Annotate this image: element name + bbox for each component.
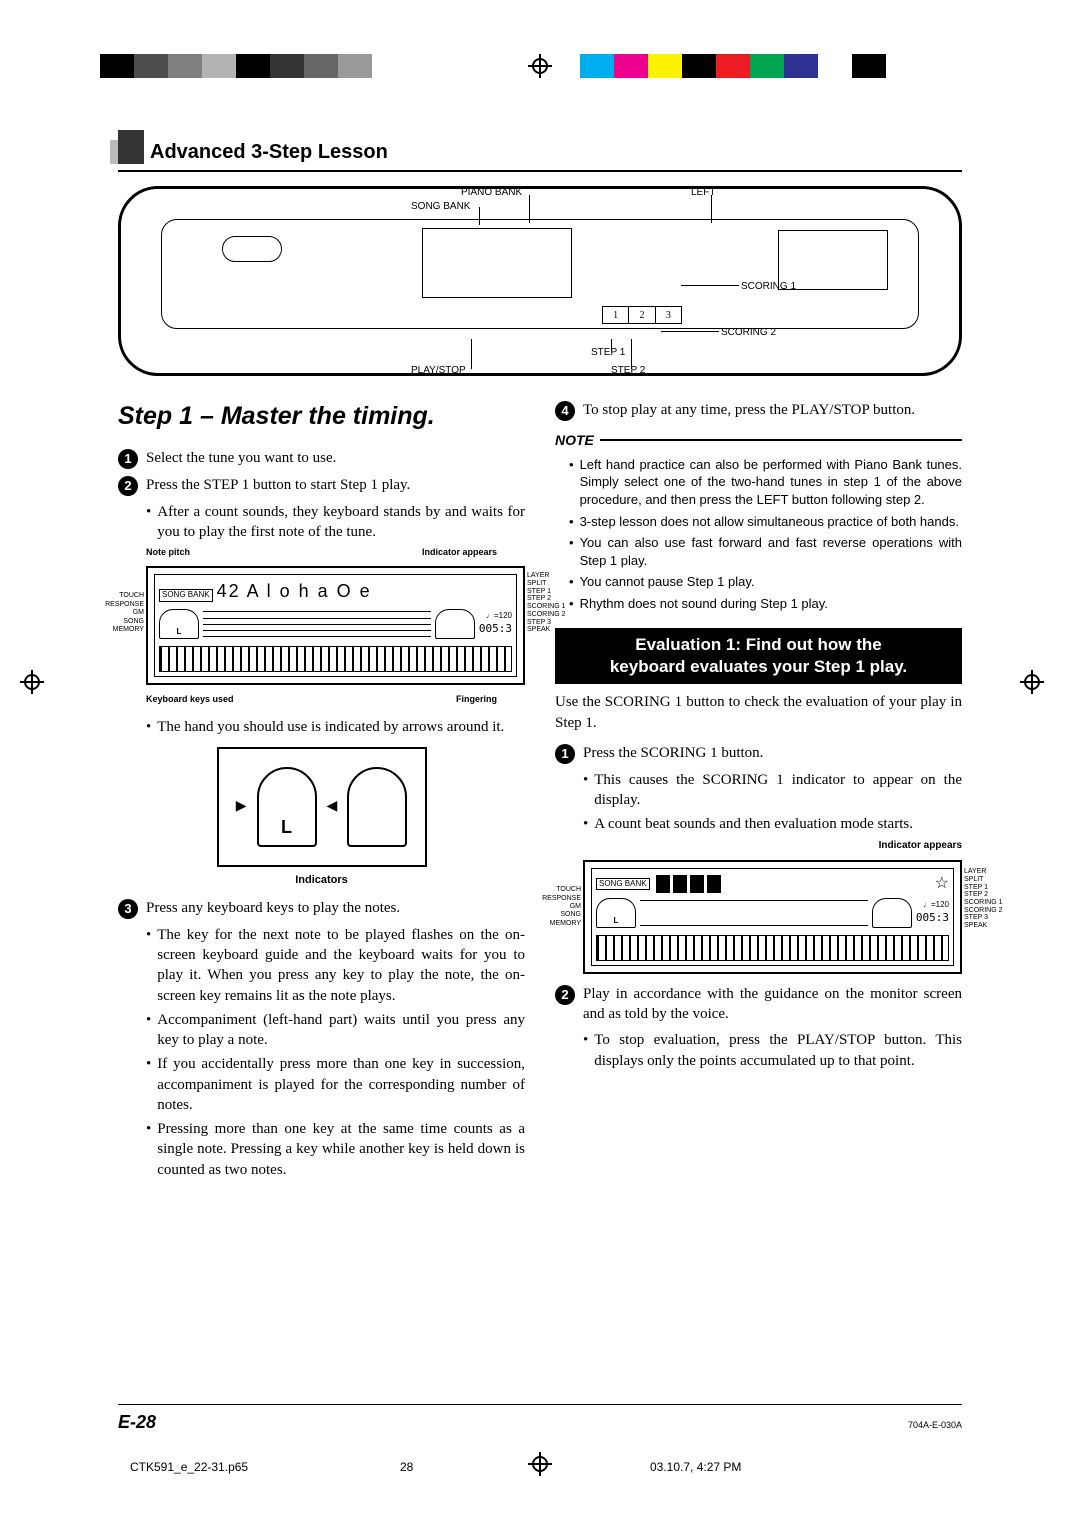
arrow-icon: ▶ (236, 798, 247, 817)
label-keyboard-keys: Keyboard keys used (146, 693, 456, 705)
bar-segments (656, 875, 721, 893)
step1-item3: 3 Press any keyboard keys to play the no… (118, 898, 525, 919)
left-hand-icon: L (257, 767, 317, 847)
circled-number-4: 4 (555, 401, 575, 421)
header-decor-block (118, 130, 144, 164)
step-buttons: 1 2 3 (602, 306, 682, 324)
note-rule (600, 439, 962, 441)
page-number: E-28 (118, 1412, 156, 1433)
eval-item1-bullet2: A count beat sounds and then evaluation … (583, 814, 962, 834)
lcd-display-2: TOUCH RESPONSE GM SONG MEMORY LAYER SPLI… (583, 860, 962, 974)
eval-item1: 1 Press the SCORING 1 button. (555, 743, 962, 764)
circled-number-3: 3 (118, 899, 138, 919)
lcd-bank-label: SONG BANK (159, 589, 213, 602)
lcd-tempo: ♩=120005:3 (479, 611, 512, 637)
display-bottom-labels: Keyboard keys used Fingering (146, 693, 497, 705)
registration-mark-top (528, 54, 552, 78)
step1-heading: Step 1 – Master the timing. (118, 400, 525, 434)
eval-item2: 2 Play in accordance with the guidance o… (555, 984, 962, 1025)
left-column: Step 1 – Master the timing. 1 Select the… (118, 400, 525, 1184)
lcd-panel-placeholder (422, 228, 572, 298)
eval-item2-bullet1: To stop evaluation, press the PLAY/STOP … (583, 1030, 962, 1071)
page-content: Advanced 3-Step Lesson PIANO BANK SONG B… (118, 130, 962, 1184)
circled-number-1: 1 (555, 744, 575, 764)
lcd2-left-labels: TOUCH RESPONSE GM SONG MEMORY (537, 886, 581, 928)
note-bullet-1: Left hand practice can also be performed… (569, 456, 962, 509)
lcd-left-labels: TOUCH RESPONSE GM SONG MEMORY (100, 592, 144, 634)
note-bullet-4: You cannot pause Step 1 play. (569, 573, 962, 591)
display-top-labels: Note pitch Indicator appears (146, 546, 497, 558)
step1-item1: 1 Select the tune you want to use. (118, 448, 525, 469)
footer-filename: CTK591_e_22-31.p65 (130, 1460, 248, 1474)
keypad-placeholder (778, 230, 888, 290)
lcd-right-labels: LAYER SPLIT STEP 1 STEP 2 SCORING 1 SCOR… (527, 572, 573, 634)
staff-icon (203, 611, 431, 637)
step1-item3-bullet3: If you accidentally press more than one … (146, 1054, 525, 1115)
label-fingering: Fingering (456, 693, 497, 705)
note-label: NOTE (555, 431, 594, 450)
keyboard-panel: 1 2 3 (161, 219, 919, 329)
step1-item3-bullet2: Accompaniment (left-hand part) waits unt… (146, 1010, 525, 1051)
label-song-bank: SONG BANK (411, 201, 470, 212)
button-placeholder-1 (222, 236, 282, 262)
label-step2: STEP 2 (611, 365, 645, 376)
lcd2-right-labels: LAYER SPLIT STEP 1 STEP 2 SCORING 1 SCOR… (964, 868, 1010, 930)
step1-item3-bullet4: Pressing more than one key at the same t… (146, 1119, 525, 1180)
arrow-icon: ◀ (327, 798, 338, 817)
evaluation-heading: Evaluation 1: Find out how the keyboard … (555, 628, 962, 684)
hand-icon-left: L (596, 898, 636, 928)
lcd-keyboard-strip (159, 646, 512, 672)
label-indicator-appears: Indicator appears (422, 546, 497, 558)
lcd2-bank-label: SONG BANK (596, 878, 650, 891)
label-piano-bank: PIANO BANK (461, 187, 522, 198)
footer-datetime: 03.10.7, 4:27 PM (650, 1460, 741, 1474)
hand-icon-right (435, 609, 475, 639)
note-bullet-5: Rhythm does not sound during Step 1 play… (569, 595, 962, 613)
hands-caption: Indicators (118, 873, 525, 888)
circled-number-1: 1 (118, 449, 138, 469)
section-title: Advanced 3-Step Lesson (150, 141, 388, 164)
right-column: 4 To stop play at any time, press the PL… (555, 400, 962, 1184)
hand-indicator-bullet: The hand you should use is indicated by … (146, 717, 525, 737)
step1-item2-bullet1: After a count sounds, they keyboard stan… (146, 502, 525, 543)
step1-item2: 2 Press the STEP 1 button to start Step … (118, 475, 525, 496)
registration-mark-left (20, 670, 60, 710)
label-play-stop: PLAY/STOP (411, 365, 466, 376)
footer-page: 28 (400, 1460, 413, 1474)
label-note-pitch: Note pitch (146, 546, 422, 558)
note-heading: NOTE (555, 431, 962, 450)
hand-icon-right (872, 898, 912, 928)
keyboard-overview-diagram: PIANO BANK SONG BANK LEFT SCORING 1 SCOR… (118, 186, 962, 376)
eval-display-label: Indicator appears (555, 839, 962, 853)
lcd2-tempo: ♩=120005:3 (916, 900, 949, 926)
staff-icon (640, 900, 868, 926)
registration-mark-right (1020, 670, 1060, 710)
hand-icon-left: L (159, 609, 199, 639)
step1-item4: 4 To stop play at any time, press the PL… (555, 400, 962, 421)
section-header: Advanced 3-Step Lesson (118, 130, 962, 172)
right-hand-icon (347, 767, 407, 847)
lcd-display-1: TOUCH RESPONSE GM SONG MEMORY LAYER SPLI… (146, 566, 525, 684)
hands-indicator-diagram: ▶ L ◀ (217, 747, 427, 867)
footer-code: 704A-E-030A (908, 1420, 962, 1430)
eval-item1-bullet1: This causes the SCORING 1 indicator to a… (583, 770, 962, 811)
note-bullet-3: You can also use fast forward and fast r… (569, 534, 962, 569)
lcd2-keyboard-strip (596, 935, 949, 961)
registration-mark-bottom (528, 1452, 552, 1476)
step1-item3-bullet1: The key for the next note to be played f… (146, 925, 525, 1006)
evaluation-intro: Use the SCORING 1 button to check the ev… (555, 692, 962, 733)
note-bullet-2: 3-step lesson does not allow simultaneou… (569, 513, 962, 531)
footer-rule (118, 1404, 962, 1405)
label-step1: STEP 1 (591, 347, 625, 358)
star-icon: ☆ (935, 873, 949, 895)
circled-number-2: 2 (555, 985, 575, 1005)
circled-number-2: 2 (118, 476, 138, 496)
